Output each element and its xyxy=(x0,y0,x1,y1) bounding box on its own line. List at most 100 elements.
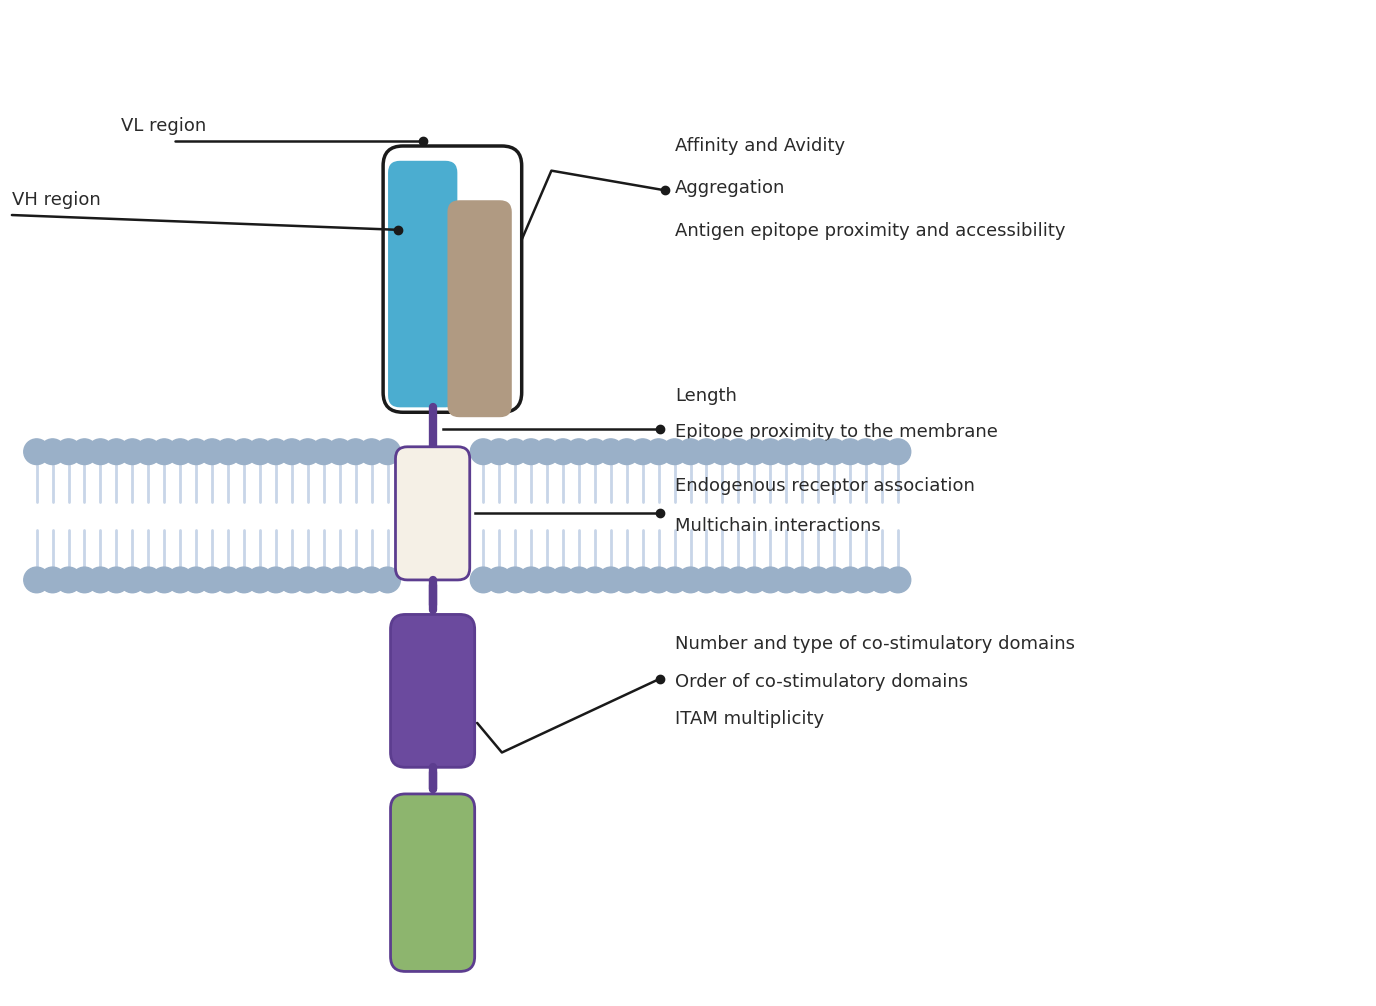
Circle shape xyxy=(773,567,799,593)
Circle shape xyxy=(135,567,161,593)
Circle shape xyxy=(103,439,129,465)
Circle shape xyxy=(183,567,209,593)
Circle shape xyxy=(231,567,257,593)
Circle shape xyxy=(582,439,608,465)
Text: Multichain interactions: Multichain interactions xyxy=(676,517,881,534)
Circle shape xyxy=(725,567,751,593)
Circle shape xyxy=(614,439,640,465)
Circle shape xyxy=(343,439,369,465)
Circle shape xyxy=(534,439,560,465)
Circle shape xyxy=(151,439,178,465)
Circle shape xyxy=(853,567,879,593)
Circle shape xyxy=(135,439,161,465)
Circle shape xyxy=(805,439,831,465)
Circle shape xyxy=(359,439,384,465)
FancyBboxPatch shape xyxy=(395,447,469,579)
Circle shape xyxy=(55,439,81,465)
Circle shape xyxy=(471,439,497,465)
Circle shape xyxy=(294,439,321,465)
Circle shape xyxy=(72,567,98,593)
Circle shape xyxy=(183,439,209,465)
Circle shape xyxy=(599,439,623,465)
Circle shape xyxy=(120,567,146,593)
Circle shape xyxy=(103,567,129,593)
Circle shape xyxy=(534,567,560,593)
Circle shape xyxy=(630,439,655,465)
Circle shape xyxy=(790,439,815,465)
Circle shape xyxy=(677,567,703,593)
Circle shape xyxy=(55,567,81,593)
Circle shape xyxy=(279,567,304,593)
Circle shape xyxy=(885,439,911,465)
Circle shape xyxy=(311,439,337,465)
Circle shape xyxy=(773,439,799,465)
Text: VL region: VL region xyxy=(121,118,206,135)
FancyBboxPatch shape xyxy=(383,146,522,412)
Circle shape xyxy=(662,439,688,465)
Circle shape xyxy=(821,439,848,465)
Circle shape xyxy=(200,439,224,465)
Circle shape xyxy=(837,439,863,465)
Circle shape xyxy=(662,567,688,593)
Circle shape xyxy=(374,567,400,593)
Circle shape xyxy=(168,439,193,465)
Circle shape xyxy=(248,439,272,465)
Text: Endogenous receptor association: Endogenous receptor association xyxy=(676,477,976,495)
Text: Antigen epitope proximity and accessibility: Antigen epitope proximity and accessibil… xyxy=(676,221,1065,239)
Circle shape xyxy=(645,439,671,465)
Circle shape xyxy=(231,439,257,465)
Circle shape xyxy=(757,567,783,593)
Circle shape xyxy=(582,567,608,593)
Text: Order of co-stimulatory domains: Order of co-stimulatory domains xyxy=(676,672,969,690)
Text: Length: Length xyxy=(676,386,738,404)
Circle shape xyxy=(248,567,272,593)
Circle shape xyxy=(694,439,720,465)
Circle shape xyxy=(645,567,671,593)
Circle shape xyxy=(502,439,528,465)
Circle shape xyxy=(40,439,66,465)
Circle shape xyxy=(757,439,783,465)
Circle shape xyxy=(263,567,289,593)
Text: VH region: VH region xyxy=(12,191,100,209)
Circle shape xyxy=(677,439,703,465)
Circle shape xyxy=(519,439,544,465)
Circle shape xyxy=(279,439,304,465)
Circle shape xyxy=(550,567,575,593)
Circle shape xyxy=(870,567,894,593)
Circle shape xyxy=(343,567,369,593)
Circle shape xyxy=(885,567,911,593)
Circle shape xyxy=(694,567,720,593)
Circle shape xyxy=(374,439,400,465)
Circle shape xyxy=(502,567,528,593)
Circle shape xyxy=(471,567,497,593)
Circle shape xyxy=(566,567,592,593)
Circle shape xyxy=(742,439,768,465)
Circle shape xyxy=(326,567,352,593)
Circle shape xyxy=(725,439,751,465)
Circle shape xyxy=(88,439,113,465)
Circle shape xyxy=(614,567,640,593)
Circle shape xyxy=(550,439,575,465)
Circle shape xyxy=(88,567,113,593)
FancyBboxPatch shape xyxy=(391,615,475,768)
Circle shape xyxy=(630,567,655,593)
Circle shape xyxy=(805,567,831,593)
Text: Epitope proximity to the membrane: Epitope proximity to the membrane xyxy=(676,423,998,441)
Circle shape xyxy=(23,567,50,593)
Circle shape xyxy=(311,567,337,593)
Text: ITAM multiplicity: ITAM multiplicity xyxy=(676,710,824,728)
Circle shape xyxy=(710,439,735,465)
Circle shape xyxy=(326,439,352,465)
Text: Affinity and Avidity: Affinity and Avidity xyxy=(676,137,845,155)
Circle shape xyxy=(519,567,544,593)
Circle shape xyxy=(790,567,815,593)
Text: Number and type of co-stimulatory domains: Number and type of co-stimulatory domain… xyxy=(676,635,1075,653)
Circle shape xyxy=(742,567,768,593)
Circle shape xyxy=(853,439,879,465)
FancyBboxPatch shape xyxy=(447,200,512,417)
FancyBboxPatch shape xyxy=(388,161,457,407)
Circle shape xyxy=(599,567,623,593)
Circle shape xyxy=(120,439,146,465)
Circle shape xyxy=(837,567,863,593)
Circle shape xyxy=(359,567,384,593)
